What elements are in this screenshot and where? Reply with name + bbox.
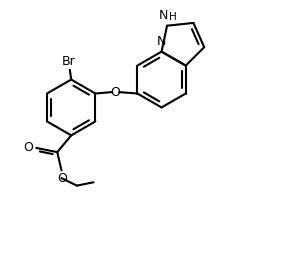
Text: N: N bbox=[157, 35, 166, 48]
Text: O: O bbox=[23, 141, 33, 154]
Text: H: H bbox=[169, 12, 177, 22]
Text: O: O bbox=[111, 86, 120, 99]
Text: O: O bbox=[57, 172, 67, 185]
Text: N: N bbox=[159, 9, 168, 22]
Text: Br: Br bbox=[61, 55, 75, 68]
